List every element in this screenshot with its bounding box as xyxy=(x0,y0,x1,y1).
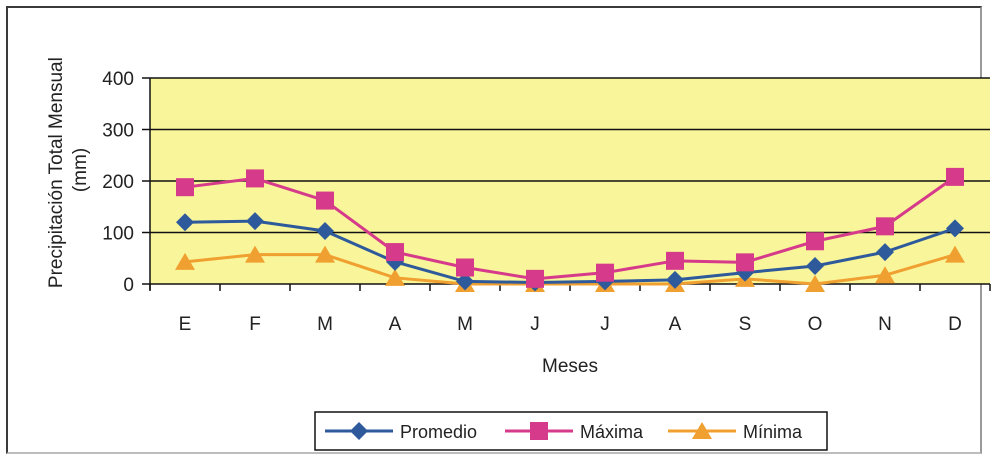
y-tick-label: 100 xyxy=(102,224,134,245)
data-point xyxy=(456,272,474,291)
data-point xyxy=(245,245,265,263)
data-point xyxy=(805,275,825,292)
y-tick-label: 200 xyxy=(102,172,134,193)
data-point xyxy=(316,191,334,210)
data-point xyxy=(692,422,712,439)
x-tick-label: S xyxy=(739,314,752,335)
data-point xyxy=(736,253,754,272)
data-point xyxy=(596,263,614,282)
x-tick-label: O xyxy=(808,314,823,335)
data-point xyxy=(385,268,405,286)
legend-item: Máxima xyxy=(505,422,644,442)
x-axis-title: Meses xyxy=(542,356,598,377)
data-point xyxy=(176,178,194,197)
x-tick-label: A xyxy=(669,314,682,335)
legend-label: Máxima xyxy=(580,422,644,442)
y-tick-label: 300 xyxy=(102,121,134,142)
series-maxima xyxy=(176,167,964,288)
series-line xyxy=(184,253,956,286)
data-point xyxy=(806,256,824,275)
data-point xyxy=(666,270,684,289)
data-point xyxy=(806,232,824,251)
data-point xyxy=(946,219,964,238)
series-line xyxy=(184,175,956,281)
legend: Promedio Máxima Mínima xyxy=(314,411,828,451)
data-point xyxy=(456,258,474,277)
data-point xyxy=(530,422,548,440)
data-point xyxy=(386,243,404,262)
y-axis-title: Precipitación Total Mensual (mm) xyxy=(46,52,91,288)
data-point xyxy=(246,169,264,188)
x-tick-label: F xyxy=(249,314,261,335)
data-point xyxy=(876,217,894,236)
legend-item: Promedio xyxy=(325,422,477,442)
data-point xyxy=(246,212,264,231)
data-point xyxy=(316,221,334,240)
y-tick-label: 400 xyxy=(102,69,134,90)
x-tick-label: J xyxy=(530,314,540,335)
x-tick-label: A xyxy=(389,314,402,335)
data-point xyxy=(315,245,335,263)
data-point xyxy=(526,269,544,288)
series-layer xyxy=(175,167,965,292)
legend-label: Mínima xyxy=(743,422,803,442)
y-axis-ticks: 0 100 200 300 400 xyxy=(102,69,150,296)
x-tick-label: M xyxy=(457,314,473,335)
data-point xyxy=(946,167,964,186)
y-tick-label: 0 xyxy=(123,275,134,296)
x-tick-label: D xyxy=(948,314,962,335)
legend-item: Mínima xyxy=(668,422,803,442)
x-tick-label: M xyxy=(317,314,333,335)
data-point xyxy=(945,245,965,263)
data-point xyxy=(875,266,895,284)
data-point xyxy=(666,251,684,270)
x-tick-label: E xyxy=(179,314,192,335)
data-point xyxy=(175,252,195,270)
data-point xyxy=(350,422,368,440)
series-line xyxy=(184,219,956,284)
data-point xyxy=(876,243,894,262)
y-axis-title-line-2: (mm) xyxy=(70,148,91,192)
x-tick-label: N xyxy=(878,314,892,335)
legend-label: Promedio xyxy=(400,422,477,442)
data-point xyxy=(176,213,194,232)
x-tick-label: J xyxy=(600,314,610,335)
y-axis-title-line-1: Precipitación Total Mensual xyxy=(46,57,67,288)
